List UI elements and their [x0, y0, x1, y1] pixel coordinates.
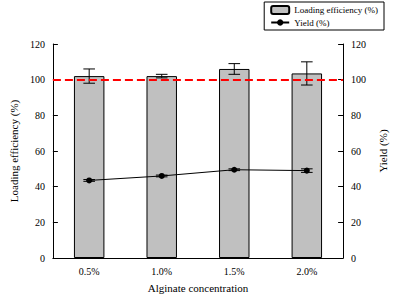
svg-text:Loading efficiency (%): Loading efficiency (%): [294, 5, 378, 15]
svg-text:Alginate concentration: Alginate concentration: [148, 282, 249, 294]
svg-text:Yield (%): Yield (%): [294, 18, 329, 28]
svg-text:Yield (%): Yield (%): [377, 129, 390, 172]
svg-text:40: 40: [351, 181, 361, 192]
svg-text:120: 120: [30, 39, 45, 50]
svg-text:100: 100: [30, 74, 45, 85]
svg-text:80: 80: [35, 110, 45, 121]
svg-text:60: 60: [351, 146, 361, 157]
svg-text:0.5%: 0.5%: [79, 266, 100, 277]
svg-text:0: 0: [40, 253, 45, 264]
svg-text:1.0%: 1.0%: [151, 266, 172, 277]
svg-text:60: 60: [35, 146, 45, 157]
svg-text:1.5%: 1.5%: [224, 266, 245, 277]
svg-text:0: 0: [351, 253, 356, 264]
svg-text:100: 100: [351, 74, 366, 85]
svg-text:2.0%: 2.0%: [296, 266, 317, 277]
svg-text:20: 20: [35, 217, 45, 228]
svg-text:80: 80: [351, 110, 361, 121]
svg-text:120: 120: [351, 39, 366, 50]
svg-text:Loading efficiency (%): Loading efficiency (%): [8, 99, 21, 202]
svg-text:20: 20: [351, 217, 361, 228]
svg-text:40: 40: [35, 181, 45, 192]
